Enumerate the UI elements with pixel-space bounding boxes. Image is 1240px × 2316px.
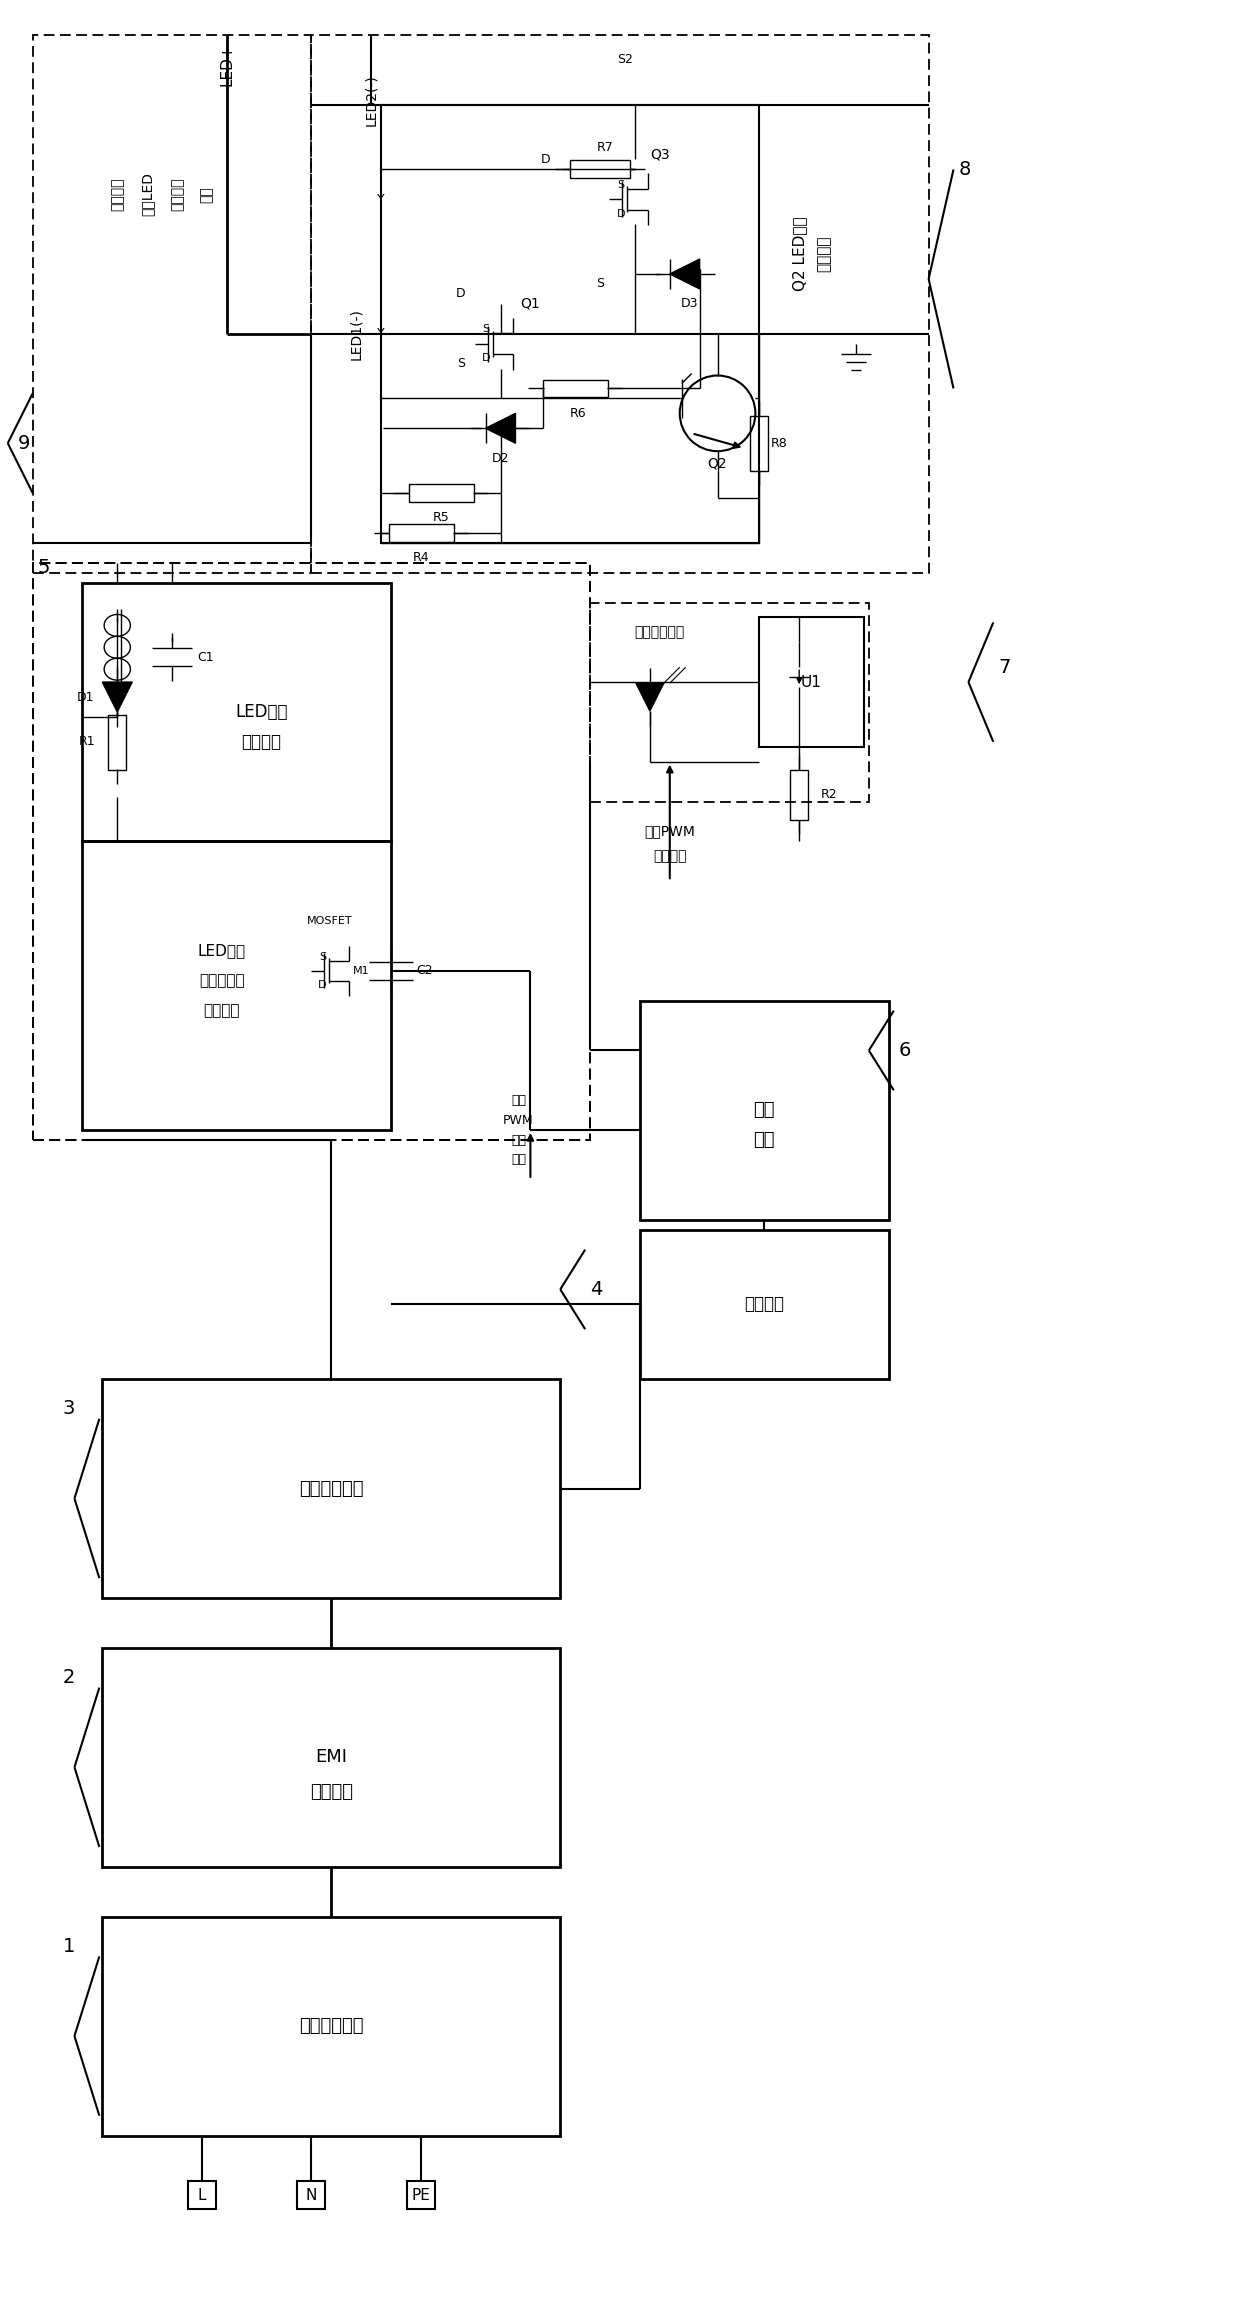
Text: LED+: LED+: [219, 44, 234, 86]
Text: C2: C2: [415, 963, 433, 977]
Text: PWM: PWM: [503, 1114, 533, 1126]
Text: 9: 9: [17, 433, 30, 452]
Text: 8: 8: [959, 160, 971, 178]
Bar: [759, 618, 864, 746]
Text: R5: R5: [433, 512, 449, 523]
Text: R7: R7: [596, 141, 614, 155]
Bar: [750, 417, 769, 470]
Text: 模块: 模块: [754, 1130, 775, 1149]
Text: 稳压电路: 稳压电路: [744, 1295, 785, 1313]
Bar: [790, 769, 808, 820]
Text: D1: D1: [77, 690, 94, 704]
Text: LED2(-): LED2(-): [365, 74, 378, 125]
Polygon shape: [636, 683, 663, 711]
Bar: [103, 1918, 560, 2135]
Bar: [32, 563, 590, 1139]
Text: 电源输出: 电源输出: [110, 178, 124, 211]
Text: 外围电路: 外围电路: [203, 1003, 241, 1019]
Text: M1: M1: [353, 966, 370, 975]
Text: Q2: Q2: [708, 456, 728, 470]
Text: 5: 5: [37, 558, 50, 577]
Bar: [640, 1230, 889, 1378]
Text: R1: R1: [78, 736, 95, 748]
Bar: [108, 716, 126, 769]
Text: Y: Y: [377, 327, 384, 340]
Text: Q1: Q1: [521, 296, 541, 310]
Text: 控制芯片及: 控制芯片及: [198, 973, 244, 989]
Text: S: S: [596, 278, 604, 290]
Text: D: D: [319, 980, 327, 989]
Text: R2: R2: [821, 787, 838, 801]
Text: D: D: [456, 287, 465, 301]
Text: 输入滤波电路: 输入滤波电路: [299, 2017, 363, 2036]
Bar: [590, 602, 869, 801]
Text: S: S: [456, 357, 465, 371]
Text: 4: 4: [590, 1281, 603, 1299]
Bar: [407, 2182, 435, 2209]
Bar: [103, 1647, 560, 1867]
Text: U1: U1: [801, 674, 822, 690]
Text: S: S: [618, 181, 624, 190]
Bar: [311, 35, 929, 572]
Text: EMI: EMI: [315, 1749, 347, 1767]
Bar: [543, 380, 608, 398]
Text: 光源传感: 光源传感: [170, 178, 184, 211]
Text: R8: R8: [771, 438, 787, 449]
Text: 1: 1: [62, 1936, 74, 1957]
Text: 电路: 电路: [200, 185, 213, 204]
Text: 控制: 控制: [754, 1100, 775, 1119]
Polygon shape: [103, 683, 133, 711]
Text: 光耦隔离电路: 光耦隔离电路: [635, 625, 684, 639]
Bar: [82, 584, 391, 841]
Bar: [389, 523, 454, 542]
Text: 2: 2: [62, 1668, 74, 1686]
Text: 滤波电路: 滤波电路: [310, 1783, 353, 1802]
Text: 调节电路: 调节电路: [242, 732, 281, 750]
Text: 连接LED: 连接LED: [140, 171, 154, 215]
Bar: [32, 35, 311, 572]
Text: LED亮度: LED亮度: [236, 704, 288, 720]
Text: D: D: [541, 153, 551, 167]
Text: 信号: 信号: [511, 1153, 526, 1167]
Text: R4: R4: [413, 551, 429, 565]
Text: C1: C1: [197, 651, 213, 665]
Text: 6: 6: [899, 1040, 911, 1061]
Text: S: S: [319, 952, 326, 961]
Text: Q2 LED色温: Q2 LED色温: [791, 218, 807, 292]
Text: R6: R6: [570, 408, 587, 419]
Text: L: L: [197, 2189, 206, 2203]
Text: Y: Y: [377, 192, 384, 206]
Bar: [188, 2182, 216, 2209]
Text: 控制信号: 控制信号: [653, 850, 687, 864]
Bar: [409, 484, 474, 503]
Text: S: S: [482, 324, 490, 334]
Text: 色温PWM: 色温PWM: [645, 824, 696, 838]
Text: Q3: Q3: [650, 148, 670, 162]
Bar: [381, 104, 759, 542]
Polygon shape: [486, 412, 516, 442]
Text: 整流滤波电路: 整流滤波电路: [299, 1480, 363, 1498]
Text: D2: D2: [492, 452, 510, 466]
Bar: [32, 563, 590, 1139]
Text: LED1(-): LED1(-): [350, 308, 363, 359]
Polygon shape: [670, 259, 699, 290]
Bar: [82, 841, 391, 1130]
Text: PE: PE: [412, 2189, 430, 2203]
Text: D: D: [616, 208, 625, 218]
Text: 控制: 控制: [511, 1133, 526, 1146]
Text: MOSFET: MOSFET: [306, 917, 352, 926]
Bar: [298, 2182, 325, 2209]
Text: D3: D3: [681, 296, 698, 310]
Text: D: D: [482, 352, 491, 364]
Bar: [570, 160, 630, 178]
Text: 3: 3: [62, 1399, 74, 1417]
Text: LED恒流: LED恒流: [197, 943, 246, 959]
Text: N: N: [306, 2189, 317, 2203]
Text: S2: S2: [618, 53, 632, 67]
Text: 亮度: 亮度: [511, 1093, 526, 1107]
Text: 7: 7: [998, 658, 1011, 676]
Bar: [640, 1001, 889, 1221]
Text: 调节电路: 调节电路: [817, 236, 832, 273]
Bar: [103, 1378, 560, 1598]
